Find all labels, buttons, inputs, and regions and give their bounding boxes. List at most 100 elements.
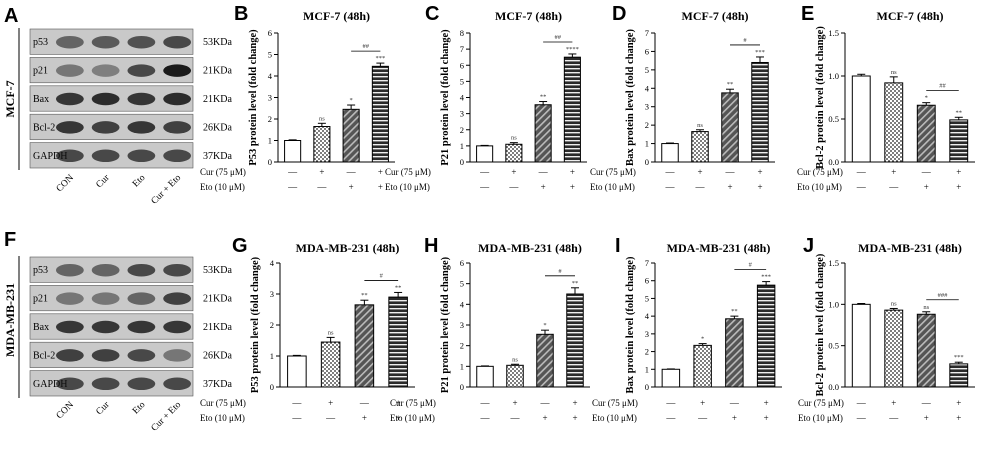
eto-sign: + (378, 182, 383, 192)
cur-sign: + (512, 398, 517, 408)
blot-band (163, 64, 191, 77)
significance-marker: *** (755, 49, 765, 56)
kda-label: 21KDa (203, 66, 232, 77)
eto-sign: — (508, 182, 519, 192)
kda-label: 53KDa (203, 265, 232, 276)
y-tick-label: 3 (645, 102, 649, 112)
bar (313, 126, 331, 163)
y-tick-label: 6 (645, 276, 649, 286)
significance-marker: * (543, 322, 546, 329)
bracket-label: # (749, 262, 753, 269)
blot-band (163, 349, 191, 362)
y-axis-label: P53 protein level (fold change) (248, 29, 259, 166)
chart-B: B MCF-7 (48h) P53 protein level (fold chan… (200, 3, 395, 192)
cur-sign: — (291, 398, 302, 408)
blot-band (56, 349, 84, 362)
protein-label: Bax (33, 94, 49, 105)
blot-band (163, 92, 191, 106)
cur-sign: — (921, 167, 932, 177)
y-tick-label: 3 (460, 320, 464, 330)
lane-label: CON (55, 173, 76, 194)
y-tick-label: 0 (460, 382, 464, 392)
y-tick-label: 6 (268, 28, 272, 38)
bar (916, 104, 936, 163)
lane-label: Eto (131, 400, 148, 417)
significance-marker: **** (566, 46, 579, 53)
cur-row-label: Cur (75 μM) (200, 167, 246, 177)
blot-band (127, 121, 156, 134)
eto-sign: — (856, 182, 867, 192)
cur-row-label: Cur (75 μM) (798, 398, 844, 408)
chart-title: MCF-7 (48h) (682, 9, 749, 23)
significance-marker: ns (511, 135, 517, 142)
significance-marker: ns (697, 122, 703, 129)
eto-row-label: Eto (10 μM) (385, 182, 430, 192)
eto-sign: — (665, 413, 676, 423)
chart-title: MDA-MB-231 (48h) (296, 241, 400, 255)
panel-letter: C (425, 3, 439, 25)
cur-row-label: Cur (75 μM) (590, 167, 636, 177)
eto-sign: + (956, 413, 961, 423)
y-tick-label: 4 (645, 83, 650, 93)
y-tick-label: 3 (270, 289, 274, 299)
cur-sign: — (921, 398, 932, 408)
blot-band (127, 320, 156, 334)
eto-sign: — (316, 182, 327, 192)
protein-label: GAPDH (33, 151, 67, 162)
y-axis-label: P53 protein level (fold change) (250, 256, 261, 393)
eto-sign: — (695, 182, 706, 192)
eto-sign: — (856, 413, 867, 423)
y-tick-label: 0 (270, 382, 274, 392)
cur-row-label: Cur (75 μM) (200, 398, 246, 408)
kda-label: 21KDa (203, 294, 232, 305)
cur-sign: + (319, 167, 324, 177)
blot-band (163, 35, 191, 49)
significance-marker: ** (572, 280, 579, 287)
chart-J: J MDA-MB-231 (48h) Bcl-2 protein level (fo… (798, 235, 975, 423)
chart-G: G MDA-MB-231 (48h) P53 protein level (fold… (200, 235, 415, 423)
cell-line-label: MCF-7 (3, 80, 17, 117)
significance-marker: ** (731, 308, 738, 315)
bar (884, 82, 904, 163)
significance-marker: ** (540, 94, 547, 101)
bar (566, 293, 584, 388)
y-tick-label: 2 (460, 125, 464, 135)
chart-title: MDA-MB-231 (48h) (858, 241, 962, 255)
panel-letter: A (4, 5, 18, 27)
bar (693, 344, 712, 388)
eto-row-label: Eto (10 μM) (797, 182, 842, 192)
blot-band (56, 292, 84, 305)
eto-sign: + (732, 413, 737, 423)
lane-label: Eto (131, 173, 148, 190)
blot-band (91, 35, 120, 49)
blot-band (91, 292, 120, 305)
significance-marker: ns (891, 69, 897, 76)
blot-band (56, 320, 84, 334)
cur-sign: — (359, 398, 370, 408)
y-tick-label: 7 (645, 28, 649, 38)
blot-band (127, 149, 156, 163)
y-tick-label: 5 (460, 76, 464, 86)
eto-sign: — (479, 182, 490, 192)
eto-sign: + (727, 182, 732, 192)
kda-label: 37KDa (203, 379, 232, 390)
bar (884, 309, 904, 388)
blot-band (56, 121, 84, 134)
kda-label: 26KDa (203, 122, 232, 133)
eto-sign: — (665, 182, 676, 192)
y-tick-label: 2 (268, 114, 272, 124)
significance-marker: ns (328, 329, 334, 336)
bar (388, 296, 408, 388)
significance-marker: ** (956, 109, 963, 116)
cur-sign: — (856, 398, 867, 408)
y-axis-label: Bax protein level (fold change) (625, 256, 636, 393)
y-tick-label: 0 (268, 157, 272, 167)
protein-label: p21 (33, 66, 48, 77)
cur-sign: + (757, 167, 762, 177)
panel-letter: G (232, 235, 248, 257)
cur-sign: + (700, 398, 705, 408)
y-tick-label: 0 (460, 157, 464, 167)
y-tick-label: 4 (268, 71, 273, 81)
bar (534, 104, 552, 163)
lane-label: Cur (95, 172, 113, 190)
